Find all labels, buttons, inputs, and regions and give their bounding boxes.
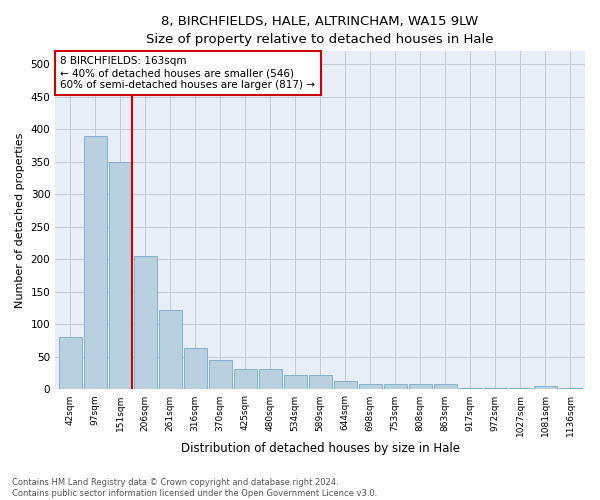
- Text: Contains HM Land Registry data © Crown copyright and database right 2024.
Contai: Contains HM Land Registry data © Crown c…: [12, 478, 377, 498]
- Bar: [434, 384, 457, 390]
- Bar: [184, 348, 206, 390]
- Y-axis label: Number of detached properties: Number of detached properties: [15, 132, 25, 308]
- Bar: [209, 360, 232, 390]
- Bar: [458, 388, 482, 390]
- Text: 8 BIRCHFIELDS: 163sqm
← 40% of detached houses are smaller (546)
60% of semi-det: 8 BIRCHFIELDS: 163sqm ← 40% of detached …: [61, 56, 316, 90]
- Bar: [383, 384, 407, 390]
- Bar: [359, 384, 382, 390]
- Bar: [134, 256, 157, 390]
- Bar: [284, 375, 307, 390]
- Bar: [83, 136, 107, 390]
- Bar: [233, 368, 257, 390]
- Bar: [509, 388, 532, 390]
- Bar: [109, 162, 131, 390]
- Bar: [259, 368, 281, 390]
- Bar: [484, 388, 506, 390]
- Bar: [59, 338, 82, 390]
- Bar: [334, 381, 356, 390]
- Bar: [559, 388, 581, 390]
- Title: 8, BIRCHFIELDS, HALE, ALTRINCHAM, WA15 9LW
Size of property relative to detached: 8, BIRCHFIELDS, HALE, ALTRINCHAM, WA15 9…: [146, 15, 494, 46]
- Bar: [308, 374, 332, 390]
- X-axis label: Distribution of detached houses by size in Hale: Distribution of detached houses by size …: [181, 442, 460, 455]
- Bar: [533, 386, 557, 390]
- Bar: [158, 310, 182, 390]
- Bar: [409, 384, 431, 390]
